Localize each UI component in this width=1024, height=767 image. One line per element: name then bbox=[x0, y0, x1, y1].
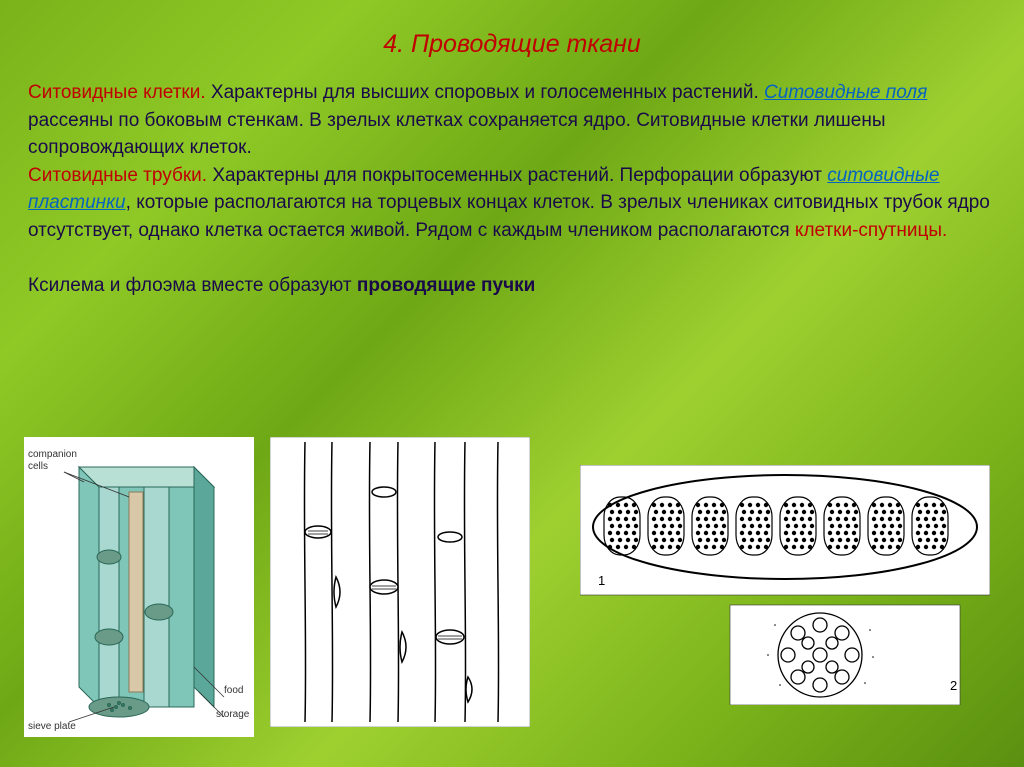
figure-sieve-plate-topview: 1 2 bbox=[580, 465, 990, 710]
fig1-label-cells: cells bbox=[28, 461, 48, 472]
term-vascular-bundles: проводящие пучки bbox=[357, 275, 535, 296]
text: Характерны для высших споровых и голосем… bbox=[206, 82, 764, 103]
slide-container: 4. Проводящие ткани Ситовидные клетки. Х… bbox=[0, 0, 1024, 300]
paragraph-1: Ситовидные клетки. Характерны для высших… bbox=[28, 79, 996, 162]
fig1-label-sieve: sieve plate bbox=[28, 721, 76, 732]
text: Характерны для покрытосеменных растений.… bbox=[207, 165, 827, 186]
fig1-label-food: food bbox=[224, 685, 243, 696]
fig3-label-1: 1 bbox=[598, 573, 605, 588]
figure-sieve-tube-longitudinal bbox=[270, 437, 530, 732]
term-sieve-cells: Ситовидные клетки. bbox=[28, 82, 206, 103]
slide-title: 4. Проводящие ткани bbox=[28, 30, 996, 59]
fig1-label-companion: companion bbox=[28, 449, 77, 460]
fig3-label-2: 2 bbox=[950, 678, 957, 693]
text: рассеяны по боковым стенкам. В зрелых кл… bbox=[28, 110, 886, 159]
paragraph-3: Ксилема и флоэма вместе образуют проводя… bbox=[28, 272, 996, 300]
body-text: Ситовидные клетки. Характерны для высших… bbox=[28, 79, 996, 300]
term-companion-cells: клетки-спутницы. bbox=[795, 220, 947, 241]
paragraph-2: Ситовидные трубки. Характерны для покрыт… bbox=[28, 162, 996, 245]
term-sieve-tubes: Ситовидные трубки. bbox=[28, 165, 207, 186]
text: Ксилема и флоэма вместе образуют bbox=[28, 275, 357, 296]
spacer bbox=[28, 244, 996, 272]
figure-sieve-tube-3d: companion cells sieve plate food storage bbox=[24, 437, 254, 742]
fig1-label-storage: storage bbox=[216, 709, 250, 720]
link-sieve-fields[interactable]: Ситовидные поля bbox=[764, 82, 927, 103]
